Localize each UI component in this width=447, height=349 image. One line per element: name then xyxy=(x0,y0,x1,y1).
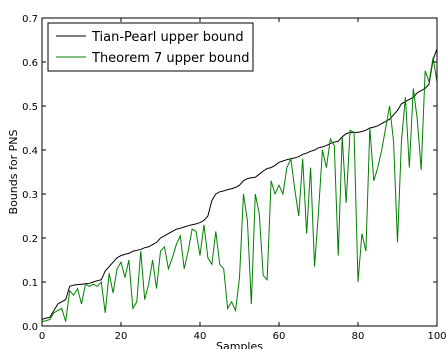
ticks-layer: 0 20 40 60 80 100 0.0 0.1 0.2 0.3 0.4 0.5 0.6 0.7 xyxy=(22,14,446,342)
series-layer xyxy=(41,48,438,323)
x-tick-label: 80 xyxy=(352,331,365,342)
y-tick-label: 0.3 xyxy=(22,190,38,201)
y-tick-label: 0.2 xyxy=(22,234,38,245)
y-tick-label: 0.0 xyxy=(22,322,38,333)
series-line-theorem7 xyxy=(41,57,438,323)
y-tick-label: 0.6 xyxy=(22,58,38,69)
legend-label-theorem7: Theorem 7 upper bound xyxy=(91,51,250,66)
legend-box xyxy=(47,22,254,72)
x-axis-label: Samples xyxy=(216,340,263,349)
x-tick-label: 40 xyxy=(194,331,207,342)
x-tick-label: 20 xyxy=(115,331,128,342)
x-tick-label: 0 xyxy=(39,331,45,342)
legend-label-tian-pearl: Tian-Pearl upper bound xyxy=(91,30,244,45)
plot-frame xyxy=(41,17,438,327)
y-axis-label: Bounds for PNS xyxy=(7,130,20,215)
x-tick-label: 60 xyxy=(273,331,286,342)
legend: Tian-Pearl upper bound Theorem 7 upper b… xyxy=(47,22,254,72)
x-tick-label: 100 xyxy=(427,331,446,342)
y-tick-label: 0.1 xyxy=(22,278,38,289)
series-line-tian-pearl xyxy=(41,48,438,320)
y-tick-label: 0.5 xyxy=(22,102,38,113)
y-tick-label: 0.7 xyxy=(22,14,38,25)
y-tick-label: 0.4 xyxy=(22,146,38,157)
